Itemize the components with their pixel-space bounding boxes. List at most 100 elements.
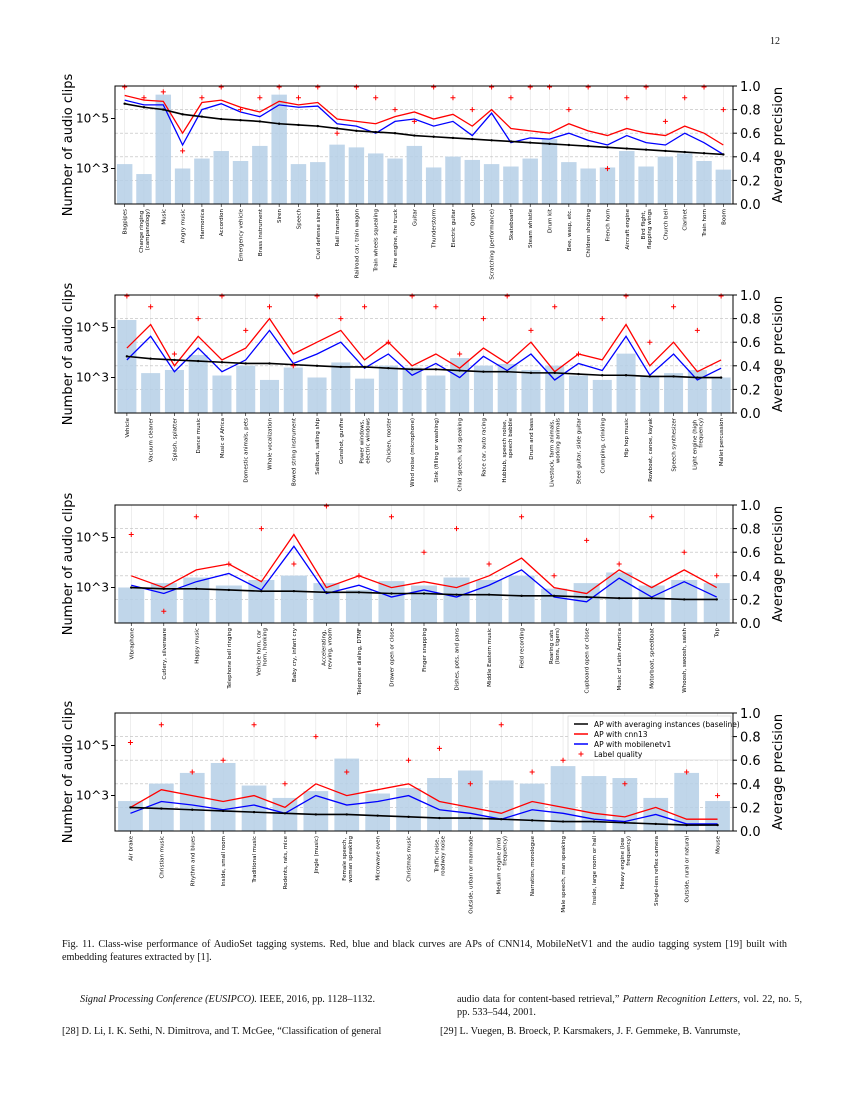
baseline-point: [390, 592, 393, 595]
label-quality-marker: [392, 107, 398, 113]
bar-count: [406, 145, 423, 204]
baseline-point: [363, 365, 366, 369]
right-tick-label: 1.0: [740, 499, 761, 514]
right-tick-label: 0.8: [740, 523, 761, 538]
bar-count: [541, 139, 558, 204]
baseline-point: [277, 122, 281, 125]
baseline-point: [268, 362, 271, 365]
category-label: Rowboat, canoe, kayak: [648, 417, 654, 482]
bar-count: [616, 353, 636, 413]
baseline-point: [387, 366, 390, 370]
reference-29: [29] L. Vuegen, B. Broeck, P. Karsmakers…: [440, 1026, 741, 1037]
category-label: Fire engine, fire truck: [393, 208, 399, 267]
baseline-point: [490, 139, 493, 142]
baseline-point: [297, 123, 300, 127]
label-quality-marker: [508, 95, 514, 101]
left-tick-label: 10^5: [76, 321, 109, 335]
category-label: Thunderstorm: [432, 209, 438, 249]
baseline-point: [393, 132, 397, 135]
category-label: Splash, splatter: [172, 417, 178, 461]
y-axis-title-right: Average precision: [771, 506, 786, 622]
bar-count: [503, 166, 519, 204]
category-label: Music: [161, 209, 167, 225]
label-quality-marker: [362, 304, 368, 310]
category-label: Cutlery, silverware: [162, 627, 168, 679]
category-label: Drawer open or close: [389, 627, 395, 686]
baseline-point: [455, 593, 458, 596]
y-axis-title-left: Number of audio clips: [61, 282, 76, 425]
label-quality-marker: [238, 107, 244, 113]
baseline-point: [625, 147, 628, 150]
bar-count: [519, 783, 545, 831]
bar-count: [248, 579, 275, 623]
series-line-baseline: [126, 355, 722, 379]
figure-11: 10^5 10^3 0.0 0.2 0.4 0.6 0.8 1.0 Number of audi…: [61, 73, 786, 913]
baseline-point: [592, 820, 596, 823]
baseline-point: [335, 127, 339, 130]
category-label: Baby cry, infant cry: [292, 627, 298, 682]
label-quality-marker: [547, 84, 553, 90]
category-label: Domestic animals, pets: [244, 418, 250, 483]
y-axis-title-right: Average precision: [771, 296, 786, 412]
baseline-point: [316, 124, 319, 128]
bar-count: [638, 166, 654, 204]
baseline-point: [173, 358, 176, 362]
category-label: Air brake: [128, 835, 134, 860]
category-label: Chicken, rooster: [386, 417, 392, 463]
label-quality-marker: [353, 84, 359, 90]
baseline-point: [244, 362, 247, 365]
bar-count: [657, 156, 674, 204]
left-tick-label: 10^3: [76, 581, 109, 595]
label-quality-marker: [662, 118, 668, 124]
series-line-baseline: [124, 102, 724, 156]
bar-count: [212, 375, 232, 413]
bar-count: [194, 158, 210, 204]
label-quality-marker: [193, 514, 199, 520]
baseline-point: [355, 129, 358, 133]
figure-caption: Fig. 11. Class-wise performance of Audio…: [62, 939, 787, 963]
right-tick-label: 0.6: [740, 127, 761, 142]
baseline-point: [407, 815, 410, 819]
label-quality-marker: [457, 351, 463, 357]
baseline-point: [374, 130, 377, 134]
category-label: Finger snapping: [422, 628, 428, 672]
category-label: Traditional music: [252, 836, 258, 884]
label-quality-marker: [528, 327, 534, 333]
series-line-cnn: [130, 783, 718, 820]
baseline-point: [624, 374, 628, 377]
label-quality-marker: [529, 769, 535, 775]
label-quality-marker: [267, 304, 272, 310]
category-label: Male speech, man speaking: [561, 836, 567, 913]
label-quality-marker: [257, 95, 263, 101]
right-tick-label: 1.0: [740, 289, 761, 304]
label-quality-marker: [433, 304, 439, 310]
label-quality-marker: [720, 107, 726, 113]
category-label: Boom: [721, 209, 727, 225]
bar-count: [705, 801, 730, 831]
category-label: Railroad car, train wagon: [354, 208, 360, 278]
category-label: Happy music: [194, 628, 200, 664]
category-label: Bagpipes: [123, 209, 129, 235]
bar-count: [561, 162, 577, 204]
label-quality-marker: [643, 84, 649, 90]
baseline-point: [283, 812, 287, 815]
legend-box: [567, 715, 732, 761]
label-quality-marker: [338, 316, 344, 322]
left-tick-label: 10^3: [76, 371, 109, 385]
plot-frame: [114, 712, 734, 832]
baseline-point: [520, 594, 523, 598]
bar-count: [174, 168, 191, 204]
baseline-point: [432, 135, 435, 138]
label-quality-marker: [195, 316, 201, 322]
category-label: Angry music: [181, 209, 187, 243]
category-label: Wind noise (microphone): [410, 418, 416, 487]
label-quality-marker: [527, 84, 533, 90]
bar-count: [687, 369, 707, 413]
series-line-mobilenet: [131, 545, 718, 603]
label-quality-marker: [681, 549, 687, 555]
label-quality-marker: [489, 84, 495, 90]
category-label: Aircraft engine: [625, 208, 631, 249]
baseline-point: [471, 137, 474, 141]
category-label: Telephone bell ringing: [227, 628, 233, 690]
bar-count: [378, 365, 398, 413]
